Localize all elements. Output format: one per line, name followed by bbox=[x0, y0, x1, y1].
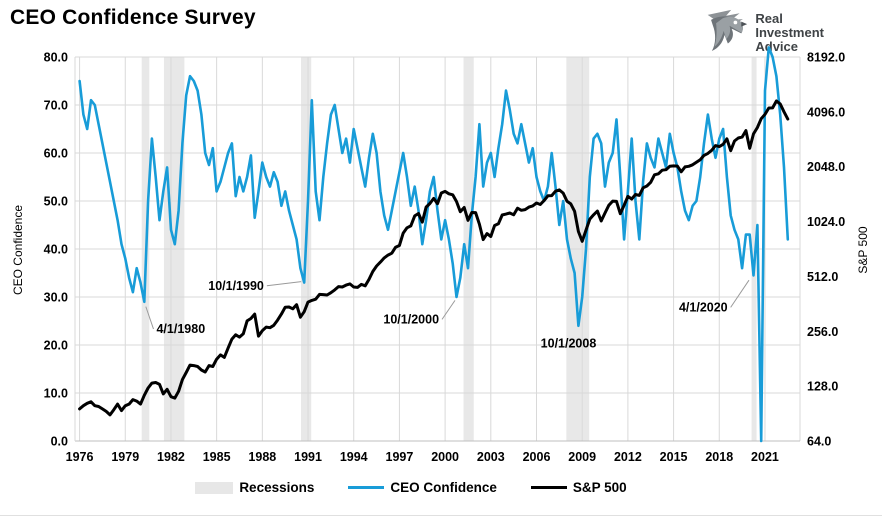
y-right-tick-label: 4096.0 bbox=[807, 105, 845, 119]
y-axis-title-left: CEO Confidence bbox=[11, 204, 25, 296]
annotation-label: 10/1/1990 bbox=[208, 279, 264, 293]
x-tick-label: 2000 bbox=[431, 450, 459, 464]
y-left-tick-label: 0.0 bbox=[51, 435, 68, 449]
y-left-tick-label: 40.0 bbox=[44, 243, 68, 257]
sp500-line-swatch bbox=[530, 486, 567, 489]
y-left-tick-label: 30.0 bbox=[44, 291, 68, 305]
x-tick-label: 2021 bbox=[751, 450, 779, 464]
x-tick-label: 1988 bbox=[248, 450, 276, 464]
legend-label-recessions: Recessions bbox=[239, 480, 315, 495]
y-left-tick-label: 10.0 bbox=[44, 387, 68, 401]
x-tick-label: 1997 bbox=[386, 450, 414, 464]
annotation-leader bbox=[730, 279, 750, 308]
x-tick-label: 2018 bbox=[705, 450, 733, 464]
x-tick-label: 2015 bbox=[660, 450, 688, 464]
legend-label-ceo-confidence: CEO Confidence bbox=[390, 480, 497, 495]
logo-line-1: Real bbox=[755, 10, 783, 26]
legend-item-sp500: S&P 500 bbox=[530, 480, 627, 495]
y-right-tick-label: 128.0 bbox=[807, 380, 838, 394]
x-tick-label: 1979 bbox=[111, 450, 139, 464]
series-ceo-confidence bbox=[78, 46, 790, 443]
series-s-p-500 bbox=[78, 99, 790, 417]
y-right-tick-label: 8192.0 bbox=[807, 51, 845, 65]
y-left-tick-label: 70.0 bbox=[44, 99, 68, 113]
y-left-tick-label: 50.0 bbox=[44, 195, 68, 209]
x-tick-label: 1982 bbox=[157, 450, 185, 464]
y-right-tick-label: 256.0 bbox=[807, 325, 838, 339]
y-right-tick-label: 2048.0 bbox=[807, 160, 845, 174]
y-right-tick-label: 1024.0 bbox=[807, 215, 845, 229]
annotation-leader bbox=[441, 300, 456, 320]
x-tick-label: 2012 bbox=[614, 450, 642, 464]
annotation-leader bbox=[266, 281, 302, 287]
x-tick-label: 1991 bbox=[294, 450, 322, 464]
annotation-label: 4/1/2020 bbox=[679, 300, 728, 314]
annotation-label: 10/1/2008 bbox=[541, 336, 597, 350]
logo-line-2: Investment bbox=[755, 24, 824, 40]
y-left-tick-label: 60.0 bbox=[44, 147, 68, 161]
x-tick-label: 2009 bbox=[568, 450, 596, 464]
chart-legend: Recessions CEO Confidence S&P 500 bbox=[0, 480, 822, 495]
eagle-icon bbox=[706, 8, 748, 57]
x-tick-label: 2003 bbox=[477, 450, 505, 464]
ceo-line-swatch bbox=[348, 486, 385, 489]
y-right-tick-label: 512.0 bbox=[807, 270, 838, 284]
y-axis-title-right: S&P 500 bbox=[856, 226, 870, 274]
brand-logo: Real Investment Advice bbox=[706, 8, 824, 57]
x-tick-label: 1976 bbox=[66, 450, 94, 464]
legend-item-recessions: Recessions bbox=[195, 480, 314, 495]
logo-line-3: Advice bbox=[755, 38, 798, 54]
y-right-tick-label: 64.0 bbox=[807, 435, 831, 449]
legend-label-sp500: S&P 500 bbox=[572, 480, 627, 495]
annotation-leader bbox=[145, 306, 154, 330]
legend-item-ceo-confidence: CEO Confidence bbox=[348, 480, 497, 495]
x-tick-label: 2006 bbox=[523, 450, 551, 464]
x-tick-label: 1994 bbox=[340, 450, 368, 464]
page-title: CEO Confidence Survey bbox=[10, 6, 256, 29]
annotation-label: 10/1/2000 bbox=[383, 312, 439, 326]
y-left-tick-label: 80.0 bbox=[44, 51, 68, 65]
x-tick-label: 1985 bbox=[203, 450, 231, 464]
y-left-tick-label: 20.0 bbox=[44, 339, 68, 353]
recession-swatch bbox=[195, 481, 234, 494]
brand-logo-text: Real Investment Advice bbox=[755, 10, 824, 54]
annotation-label: 4/1/1980 bbox=[156, 322, 205, 336]
